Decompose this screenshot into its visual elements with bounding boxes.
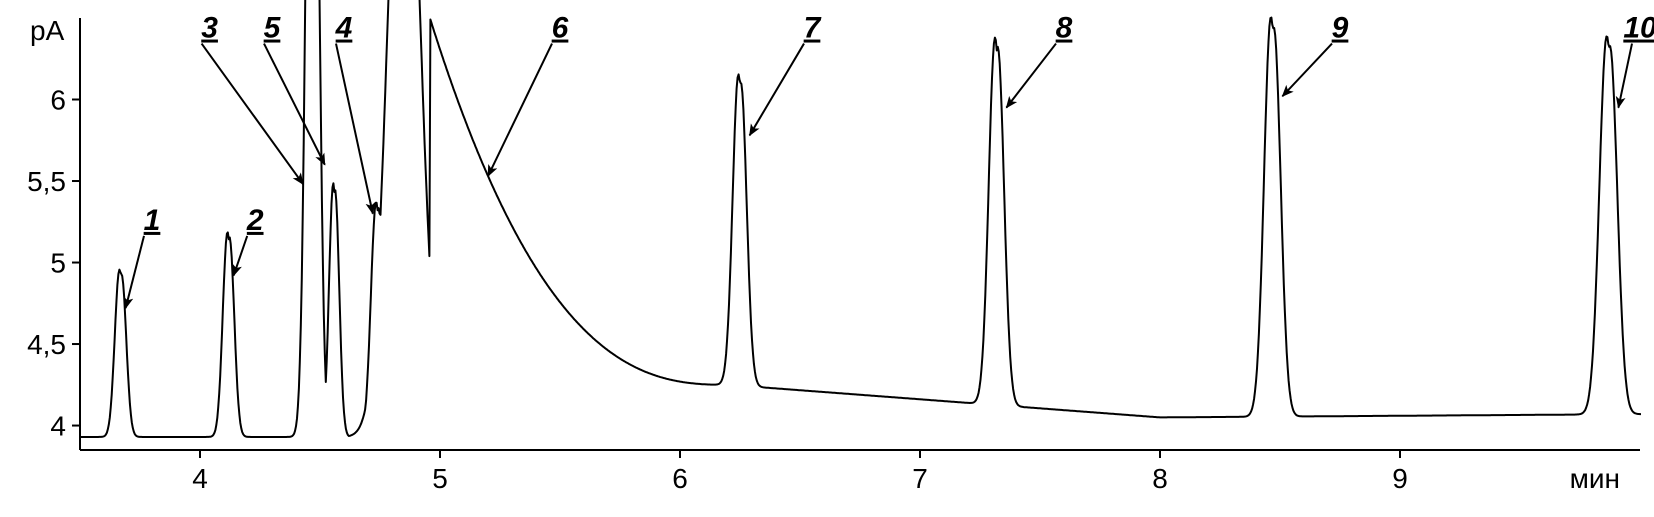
peak-label-5: 5 xyxy=(264,12,282,45)
peak-label-9: 9 xyxy=(1332,12,1349,45)
label-arrow xyxy=(1282,44,1332,97)
x-tick-label: 6 xyxy=(672,463,688,494)
label-arrow xyxy=(1006,44,1056,108)
label-arrow xyxy=(750,44,804,136)
label-arrow xyxy=(336,44,373,214)
label-arrow xyxy=(1618,44,1632,108)
label-arrow xyxy=(488,44,552,177)
y-tick-label: 5 xyxy=(50,248,66,279)
peak-label-4: 4 xyxy=(335,12,353,45)
y-axis-title: pA xyxy=(30,15,65,46)
x-tick-label: 4 xyxy=(192,463,208,494)
x-axis-title: мин xyxy=(1570,463,1620,494)
label-arrow xyxy=(234,236,248,276)
chromatogram-trace xyxy=(80,0,1641,437)
peak-label-2: 2 xyxy=(246,204,264,237)
x-tick-label: 9 xyxy=(1392,463,1408,494)
label-arrow xyxy=(126,236,144,308)
peak-label-7: 7 xyxy=(804,12,822,45)
y-tick-label: 4 xyxy=(50,411,66,442)
x-tick-label: 5 xyxy=(432,463,448,494)
trace-group xyxy=(80,0,1641,437)
peak-label-1: 1 xyxy=(144,204,161,237)
label-arrow xyxy=(264,44,325,165)
label-arrow xyxy=(202,44,304,185)
x-tick-label: 7 xyxy=(912,463,928,494)
y-tick-label: 6 xyxy=(50,85,66,116)
chromatogram-chart: 4 5 6 7 8 9 мин 4 4,5 5 5,5 6 pA 1 2 3 5 4 6 7 8 9 10 xyxy=(0,0,1654,517)
y-tick-label: 5,5 xyxy=(27,166,66,197)
peak-label-8: 8 xyxy=(1056,12,1073,45)
y-tick-label: 4,5 xyxy=(27,329,66,360)
peak-label-3: 3 xyxy=(201,12,218,45)
peak-label-6: 6 xyxy=(552,12,569,45)
x-tick-label: 8 xyxy=(1152,463,1168,494)
chart-svg: 4 5 6 7 8 9 мин 4 4,5 5 5,5 6 pA 1 2 3 5 4 6 7 8 9 10 xyxy=(0,0,1654,517)
peak-label-10: 10 xyxy=(1623,12,1654,45)
labels-group: 1 2 3 5 4 6 7 8 9 10 xyxy=(126,12,1654,309)
